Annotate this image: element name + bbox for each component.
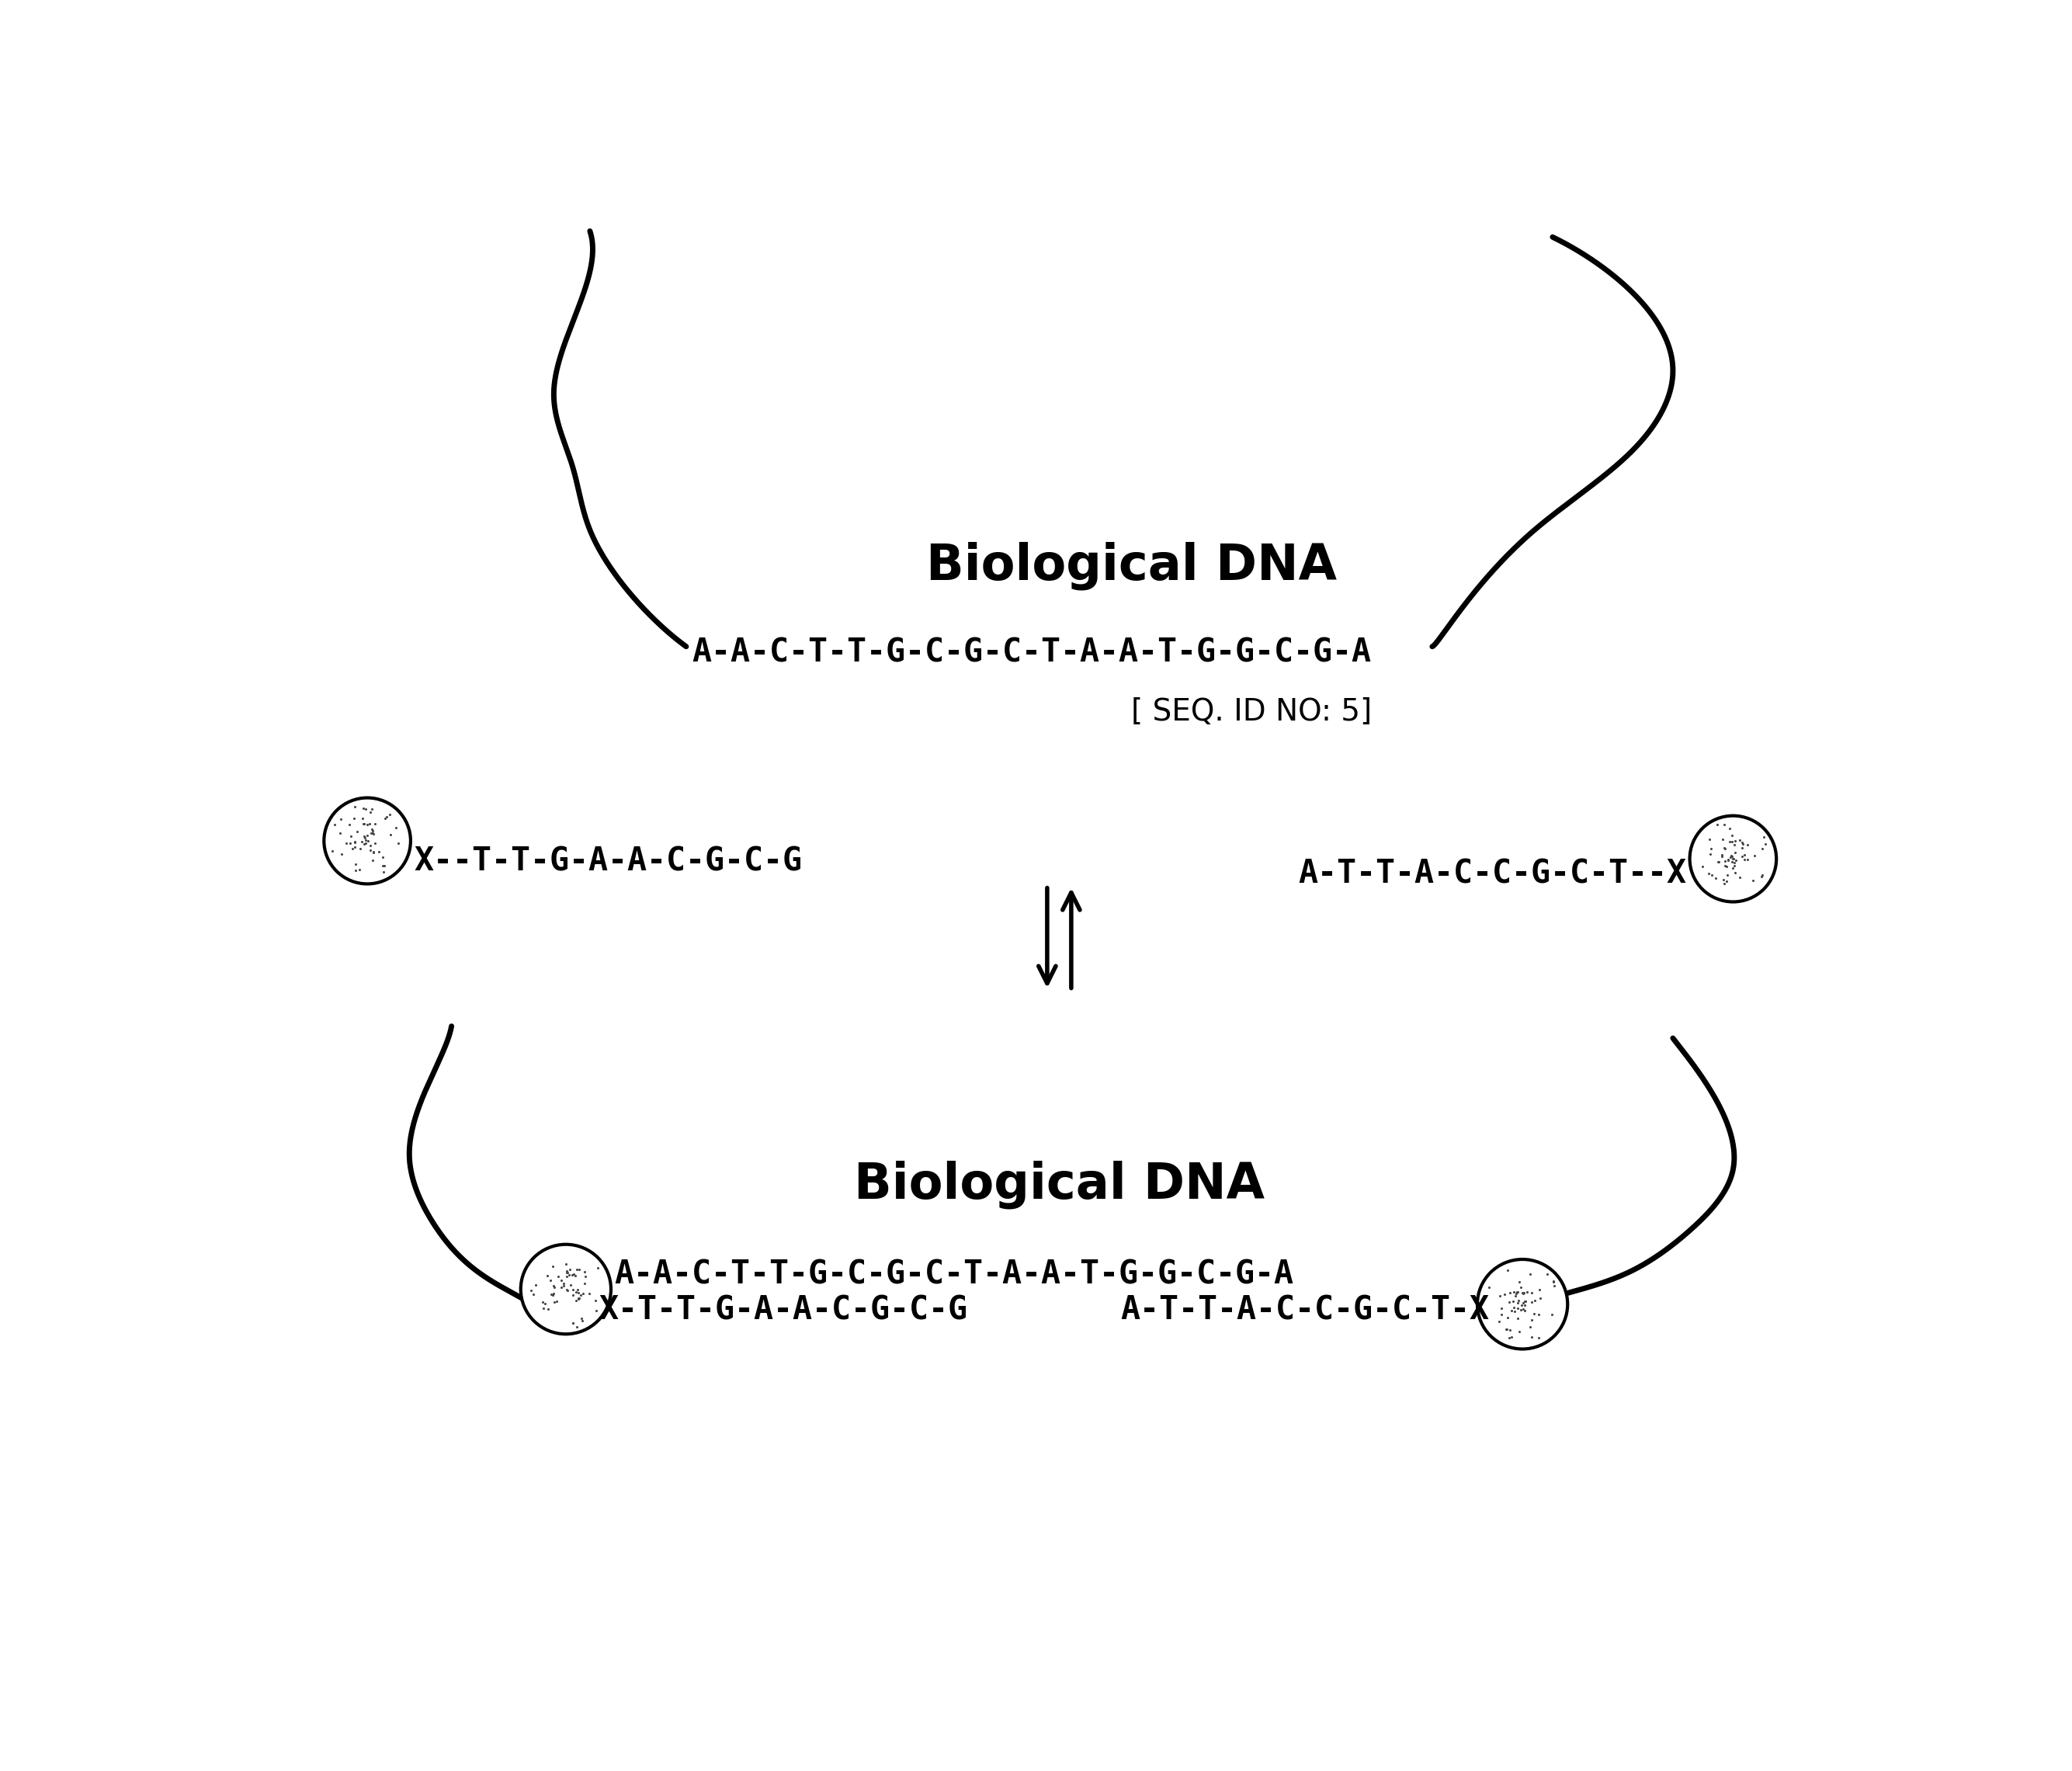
Circle shape <box>1477 1259 1569 1350</box>
Text: A-T-T-A-C-C-G-C-T--X: A-T-T-A-C-C-G-C-T--X <box>1297 857 1687 891</box>
Text: Biological DNA: Biological DNA <box>854 1160 1264 1208</box>
Text: A-T-T-A-C-C-G-C-T-X: A-T-T-A-C-C-G-C-T-X <box>1121 1295 1490 1326</box>
Circle shape <box>323 797 410 884</box>
Text: X-T-T-G-A-A-C-G-C-G: X-T-T-G-A-A-C-G-C-G <box>599 1295 968 1326</box>
Text: Biological DNA: Biological DNA <box>926 542 1336 590</box>
Text: [ SEQ. ID NO: 5]: [ SEQ. ID NO: 5] <box>1131 698 1372 726</box>
Text: X--T-T-G-A-A-C-G-C-G: X--T-T-G-A-A-C-G-C-G <box>414 845 802 878</box>
Circle shape <box>1691 816 1776 901</box>
Text: A-A-C-T-T-G-C-G-C-T-A-A-T-G-G-C-G-A: A-A-C-T-T-G-C-G-C-T-A-A-T-G-G-C-G-A <box>613 1257 1293 1291</box>
Circle shape <box>520 1245 611 1334</box>
Text: A-A-C-T-T-G-C-G-C-T-A-A-T-G-G-C-G-A: A-A-C-T-T-G-C-G-C-T-A-A-T-G-G-C-G-A <box>692 636 1372 669</box>
